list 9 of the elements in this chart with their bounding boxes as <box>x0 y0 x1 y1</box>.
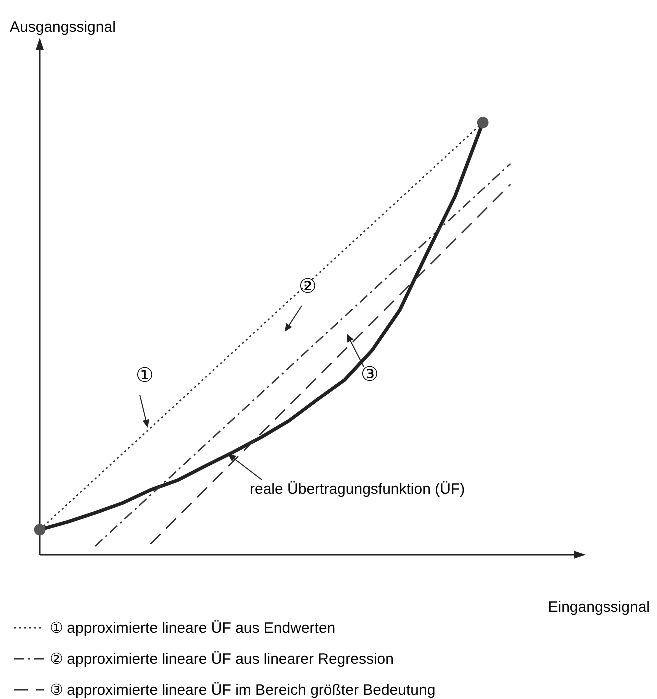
legend-label: ① approximierte lineare ÜF aus Endwerten <box>50 620 336 637</box>
annotation: ① <box>136 365 154 387</box>
annotation: ② <box>299 276 317 298</box>
annotation: reale Übertragungsfunktion (ÜF) <box>250 481 466 498</box>
text: Ausgangssignal <box>10 19 116 36</box>
legend-label: ② approximierte lineare ÜF aus linearer Regression <box>50 651 394 668</box>
annotation: ③ <box>361 364 379 386</box>
legend-label: ③ approximierte lineare ÜF im Bereich größter Bedeutung <box>50 682 436 699</box>
x-axis-title: Eingangssignal <box>548 599 650 616</box>
